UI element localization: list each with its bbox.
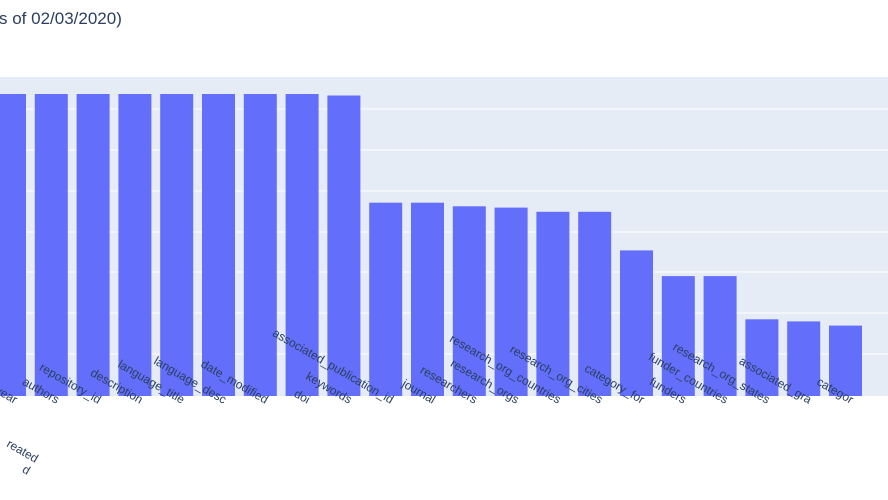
bar-category_for[interactable] <box>620 250 653 396</box>
bar-authors[interactable] <box>34 94 68 396</box>
bar-keywords[interactable] <box>327 95 361 397</box>
bar-language_title[interactable] <box>160 94 194 396</box>
bars <box>0 94 862 396</box>
bar-funder_countries[interactable] <box>703 276 737 396</box>
bar-research_org_countries[interactable] <box>536 211 570 396</box>
bar-journal[interactable] <box>411 202 444 396</box>
bar-language_desc[interactable] <box>202 94 235 396</box>
bar-associated_gra[interactable] <box>787 321 821 396</box>
bar-associated_publication_id[interactable] <box>369 202 403 396</box>
bar-research_org_states[interactable] <box>745 319 779 396</box>
bar-year[interactable] <box>0 94 26 396</box>
x-tick-label-partial-1: d <box>20 462 33 477</box>
bar-research_org_cities[interactable] <box>578 211 612 396</box>
bar-categor[interactable] <box>829 325 862 396</box>
bar-repository_id[interactable] <box>76 94 110 396</box>
bar-doi[interactable] <box>285 94 319 396</box>
x-tick-label-doi: doi <box>292 386 313 406</box>
x-tick-label-partial-0: reated <box>4 436 40 465</box>
bar-researchers[interactable] <box>452 206 486 396</box>
chart-title: s of 02/03/2020) <box>0 9 122 28</box>
bar-date_modified[interactable] <box>243 94 277 396</box>
bar-research_orgs[interactable] <box>494 207 528 396</box>
bar-description[interactable] <box>118 94 152 396</box>
bar-funders[interactable] <box>661 276 695 396</box>
